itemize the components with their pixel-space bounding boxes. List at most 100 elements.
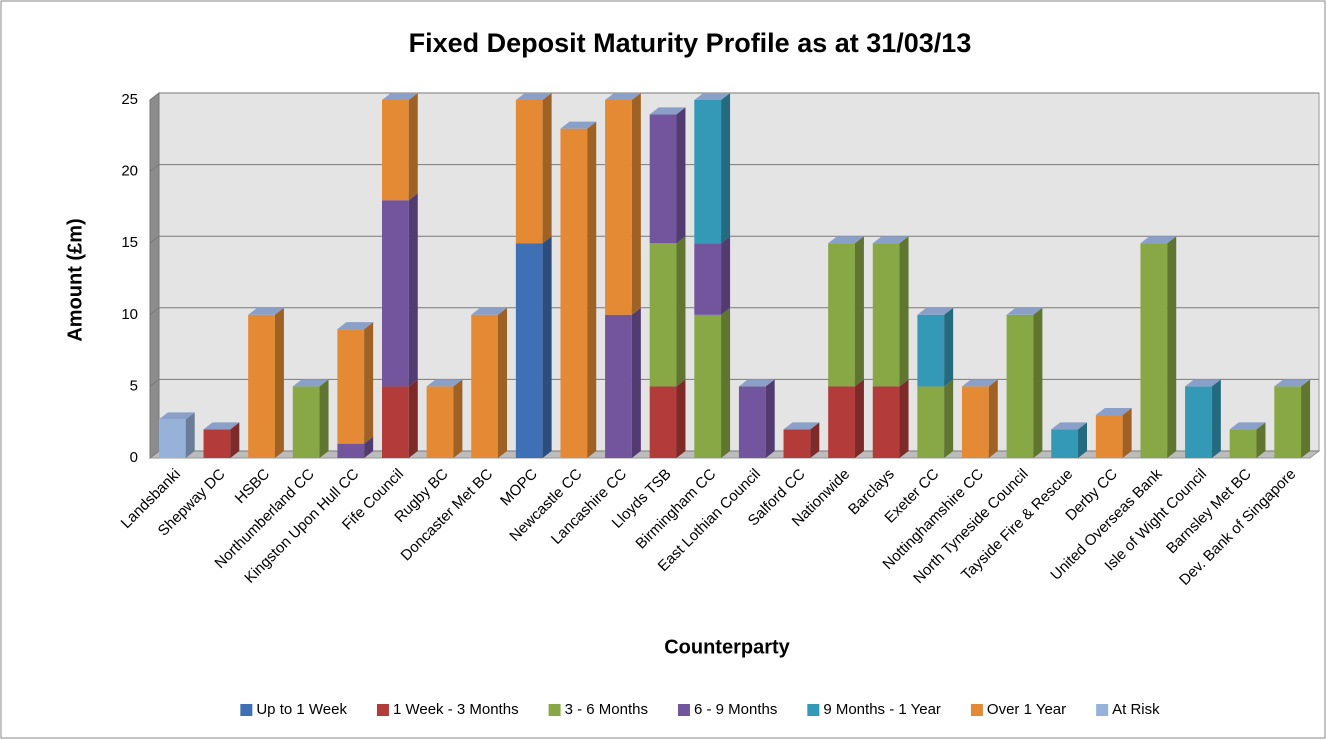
- bar-front: [605, 314, 632, 458]
- bar-segment: [872, 379, 909, 458]
- legend-item: 9 Months - 1 Year: [807, 701, 941, 718]
- bar-front: [649, 386, 677, 458]
- bar-front: [382, 100, 409, 201]
- bar-side: [676, 107, 686, 244]
- bar-segment: [917, 379, 954, 458]
- bar-front: [1006, 314, 1034, 458]
- bar-side: [1301, 379, 1311, 458]
- bar-top: [1185, 379, 1221, 387]
- y-tick-label: 0: [130, 449, 138, 466]
- bar-top: [337, 322, 374, 330]
- bar-side: [408, 193, 418, 387]
- legend-label: At Risk: [1112, 701, 1160, 718]
- bar-segment: [1140, 236, 1177, 458]
- bar-top: [738, 379, 775, 387]
- x-axis-title: Counterparty: [664, 636, 790, 658]
- bar-front: [917, 314, 945, 387]
- bar-segment: [203, 422, 240, 458]
- bar-front: [828, 386, 855, 458]
- bar-top: [783, 422, 820, 430]
- bar-side: [631, 93, 641, 315]
- legend-label: 3 - 6 Months: [565, 701, 648, 718]
- legend-item: Over 1 Year: [970, 701, 1066, 718]
- legend-swatch: [677, 704, 690, 716]
- bar-side: [765, 379, 775, 458]
- bar-side: [988, 379, 998, 458]
- bar-front: [917, 386, 945, 458]
- legend-swatch: [240, 704, 253, 716]
- legend-swatch: [970, 704, 983, 716]
- bar-side: [542, 93, 552, 244]
- bar-front: [694, 314, 722, 458]
- bar-segment: [872, 236, 909, 387]
- bar-front: [158, 419, 186, 458]
- bar-top: [515, 93, 552, 100]
- bar-side: [319, 379, 329, 458]
- y-axis-title: Amount (£m): [64, 218, 86, 341]
- bar-side: [364, 436, 374, 458]
- bar-front: [292, 386, 320, 458]
- legend-swatch: [376, 704, 389, 716]
- bar-segment: [649, 236, 686, 387]
- bar-top: [872, 236, 909, 244]
- bar-segment: [605, 307, 641, 458]
- bar-segment: [649, 379, 686, 458]
- bar-top: [382, 93, 418, 100]
- bar-side: [453, 379, 463, 458]
- side-wall: [149, 91, 160, 460]
- bar-segment: [1051, 422, 1087, 458]
- bar-front: [382, 200, 409, 387]
- bar-side: [631, 307, 641, 458]
- legend-label: Up to 1 Week: [256, 701, 347, 718]
- bar-front: [694, 243, 722, 315]
- bar-front: [248, 314, 275, 458]
- bar-segment: [1274, 379, 1311, 458]
- bar-side: [721, 93, 731, 244]
- legend-item: At Risk: [1096, 701, 1160, 718]
- bar-side: [587, 121, 597, 458]
- bar-top: [1140, 236, 1177, 244]
- bar-side: [854, 379, 864, 458]
- bar-segment: [649, 107, 686, 244]
- bar-top: [248, 307, 284, 315]
- bar-front: [382, 386, 409, 458]
- bar-top: [1095, 408, 1132, 416]
- bar-front: [337, 329, 365, 444]
- bar-front: [1051, 429, 1078, 458]
- bar-front: [1185, 386, 1212, 458]
- legend-swatch: [1096, 704, 1109, 716]
- bar-side: [944, 379, 954, 458]
- bar-front: [471, 314, 498, 458]
- bar-segment: [783, 422, 820, 458]
- bar-side: [408, 93, 418, 201]
- bar-side: [274, 307, 284, 458]
- y-tick-label: 5: [130, 377, 138, 394]
- bar-side: [408, 379, 418, 458]
- bar-top: [917, 307, 954, 315]
- bar-segment: [828, 379, 864, 458]
- bar-side: [1167, 236, 1177, 458]
- bar-side: [721, 307, 731, 458]
- bar-front: [560, 128, 588, 458]
- bar-top: [471, 307, 507, 315]
- bar-top: [694, 93, 731, 100]
- bar-front: [1140, 243, 1168, 458]
- bar-front: [515, 243, 543, 458]
- legend-item: 1 Week - 3 Months: [376, 701, 519, 718]
- bar-front: [203, 429, 231, 458]
- bar-front: [1095, 415, 1123, 458]
- grid-line: [149, 164, 1319, 172]
- bar-side: [854, 236, 864, 387]
- bar-segment: [1006, 307, 1043, 458]
- bar-front: [738, 386, 766, 458]
- bar-top: [605, 93, 641, 100]
- bar-front: [649, 114, 677, 244]
- bar-top: [1006, 307, 1043, 315]
- legend-item: 6 - 9 Months: [677, 701, 777, 718]
- bar-front: [783, 429, 811, 458]
- bar-top: [292, 379, 329, 387]
- bar-side: [810, 422, 820, 458]
- bar-top: [1229, 422, 1266, 430]
- bar-segment: [382, 93, 418, 201]
